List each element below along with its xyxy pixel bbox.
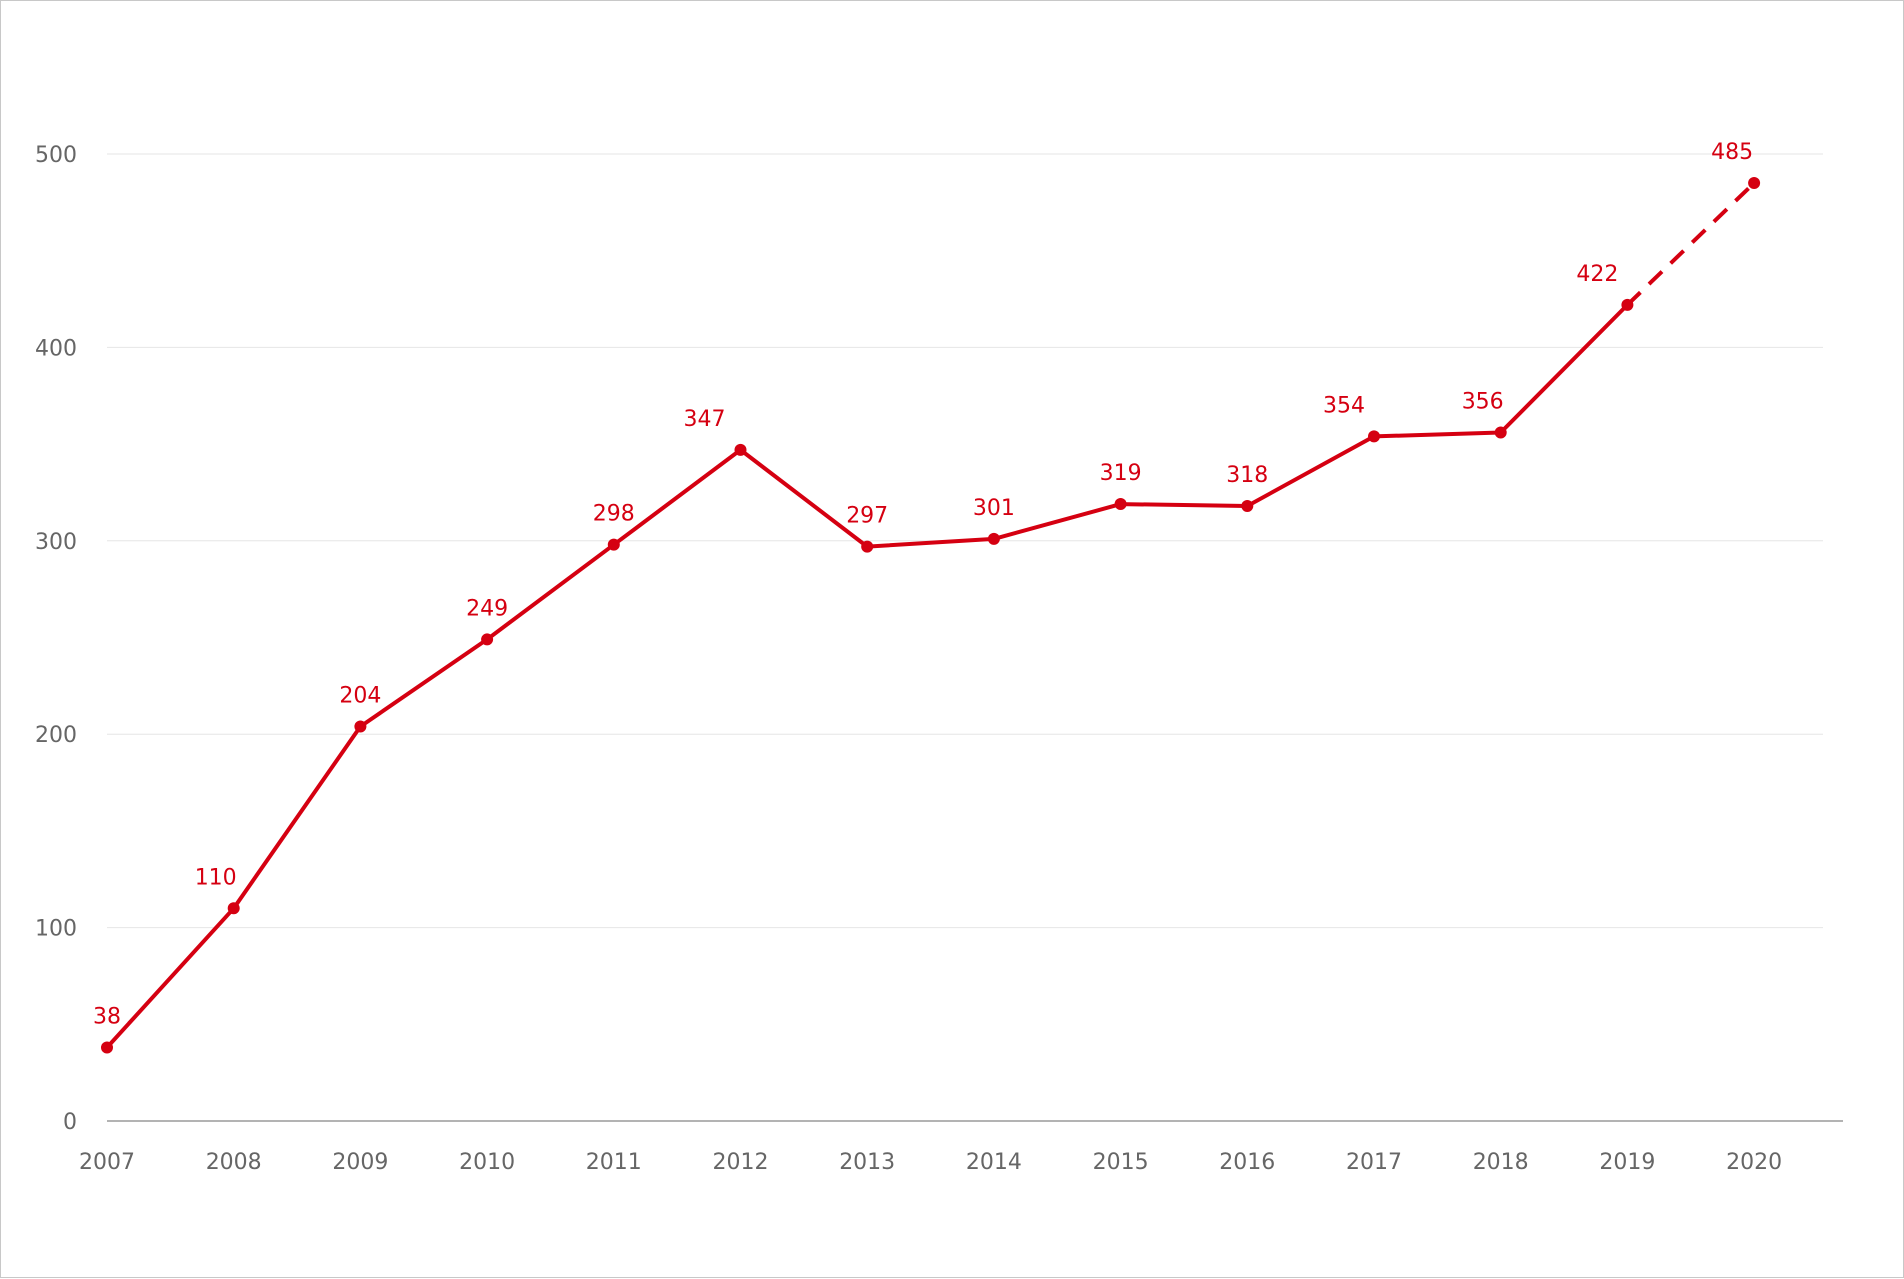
x-tick-label-2018: 2018 [1473,1150,1529,1175]
y-tick-label-500: 500 [35,143,77,168]
x-tick-label-2011: 2011 [586,1150,642,1175]
x-tick-label-2010: 2010 [459,1150,515,1175]
data-label-2013: 297 [846,504,888,529]
data-label-2014: 301 [973,496,1015,521]
data-point-2014 [987,532,1000,545]
data-label-2015: 319 [1100,461,1142,486]
y-tick-label-0: 0 [63,1110,77,1135]
data-label-2011: 298 [593,502,635,527]
data-label-2017: 354 [1323,393,1365,418]
y-tick-label-400: 400 [35,336,77,361]
x-tick-label-2017: 2017 [1346,1150,1402,1175]
data-point-2010 [481,633,494,646]
y-tick-label-100: 100 [35,917,77,942]
data-label-2018: 356 [1462,389,1504,414]
y-tick-label-300: 300 [35,530,77,555]
data-point-2020 [1748,177,1761,190]
data-label-2020: 485 [1711,140,1753,165]
x-tick-label-2013: 2013 [839,1150,895,1175]
x-tick-label-2019: 2019 [1599,1150,1655,1175]
data-point-2016 [1241,499,1254,512]
x-tick-label-2007: 2007 [79,1150,135,1175]
data-point-2008 [227,902,240,915]
x-tick-label-2014: 2014 [966,1150,1022,1175]
data-label-2012: 347 [684,407,726,432]
x-tick-label-2020: 2020 [1726,1150,1782,1175]
data-point-2019 [1621,298,1634,311]
series-line-projection [1626,181,1756,307]
y-tick-label-200: 200 [35,723,77,748]
data-point-2009 [354,720,367,733]
x-tick-label-2015: 2015 [1093,1150,1149,1175]
data-label-2008: 110 [195,865,237,890]
data-point-2007 [101,1041,113,1054]
data-label-2010: 249 [466,596,508,621]
x-tick-label-2008: 2008 [206,1150,262,1175]
data-label-2019: 422 [1576,262,1618,287]
data-point-2011 [607,538,620,551]
data-point-2017 [1368,430,1380,443]
data-label-2016: 318 [1226,463,1268,488]
data-label-2009: 204 [339,683,381,708]
data-label-2007: 38 [93,1005,121,1030]
data-point-2018 [1494,426,1507,439]
data-point-2013 [861,540,874,553]
x-tick-label-2009: 2009 [332,1150,388,1175]
series-line [105,302,1630,1050]
x-tick-label-2016: 2016 [1219,1150,1275,1175]
x-tick-label-2012: 2012 [713,1150,769,1175]
data-point-2012 [734,443,747,456]
data-point-2015 [1114,498,1127,511]
